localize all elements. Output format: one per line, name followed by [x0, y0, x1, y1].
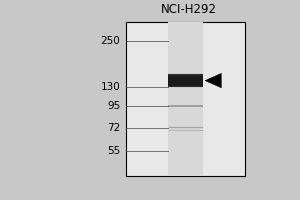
- Text: NCI-H292: NCI-H292: [160, 3, 217, 16]
- Polygon shape: [205, 73, 221, 88]
- Text: 250: 250: [100, 36, 120, 46]
- Bar: [126, 22, 245, 176]
- Bar: [168, 22, 203, 176]
- Text: 130: 130: [100, 82, 120, 92]
- Text: 95: 95: [107, 101, 120, 111]
- Text: 55: 55: [107, 146, 120, 156]
- Text: 72: 72: [107, 123, 120, 133]
